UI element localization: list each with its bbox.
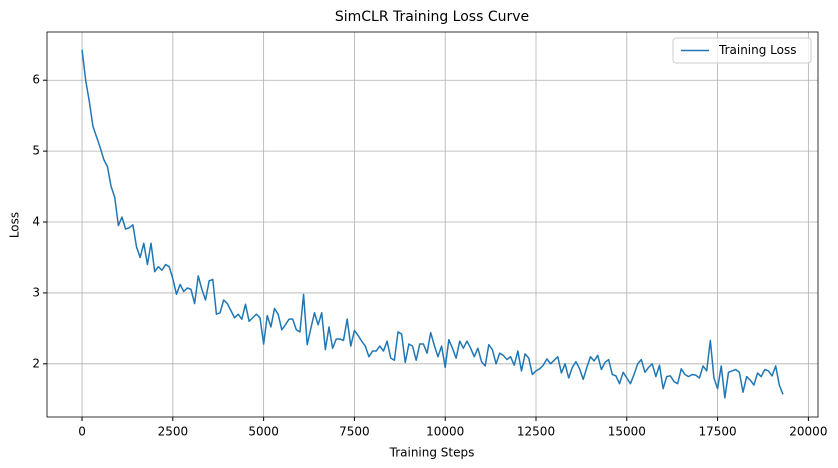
x-tick-label: 12500	[517, 425, 555, 439]
y-tick-label: 3	[32, 285, 40, 299]
x-tick-label: 5000	[248, 425, 279, 439]
x-tick-label: 10000	[426, 425, 464, 439]
legend-box	[672, 37, 812, 64]
x-tick-label: 0	[78, 425, 86, 439]
y-tick-label: 6	[32, 73, 40, 87]
y-tick-label: 4	[32, 215, 40, 229]
axes-frame	[46, 31, 819, 418]
chart-title: SimCLR Training Loss Curve	[335, 9, 529, 25]
x-tick-label: 2500	[158, 425, 189, 439]
legend-label: Training Loss	[718, 43, 796, 57]
x-tick-label: 7500	[339, 425, 370, 439]
x-tick-label: 20000	[789, 425, 827, 439]
loss-line	[81, 49, 784, 399]
y-axis-label: Loss	[8, 212, 22, 238]
y-tick-label: 5	[32, 144, 40, 158]
x-tick-label: 17500	[698, 425, 736, 439]
x-tick-label: 15000	[608, 425, 646, 439]
y-tick-label: 2	[32, 356, 40, 370]
x-axis-label: Training Steps	[389, 446, 475, 460]
